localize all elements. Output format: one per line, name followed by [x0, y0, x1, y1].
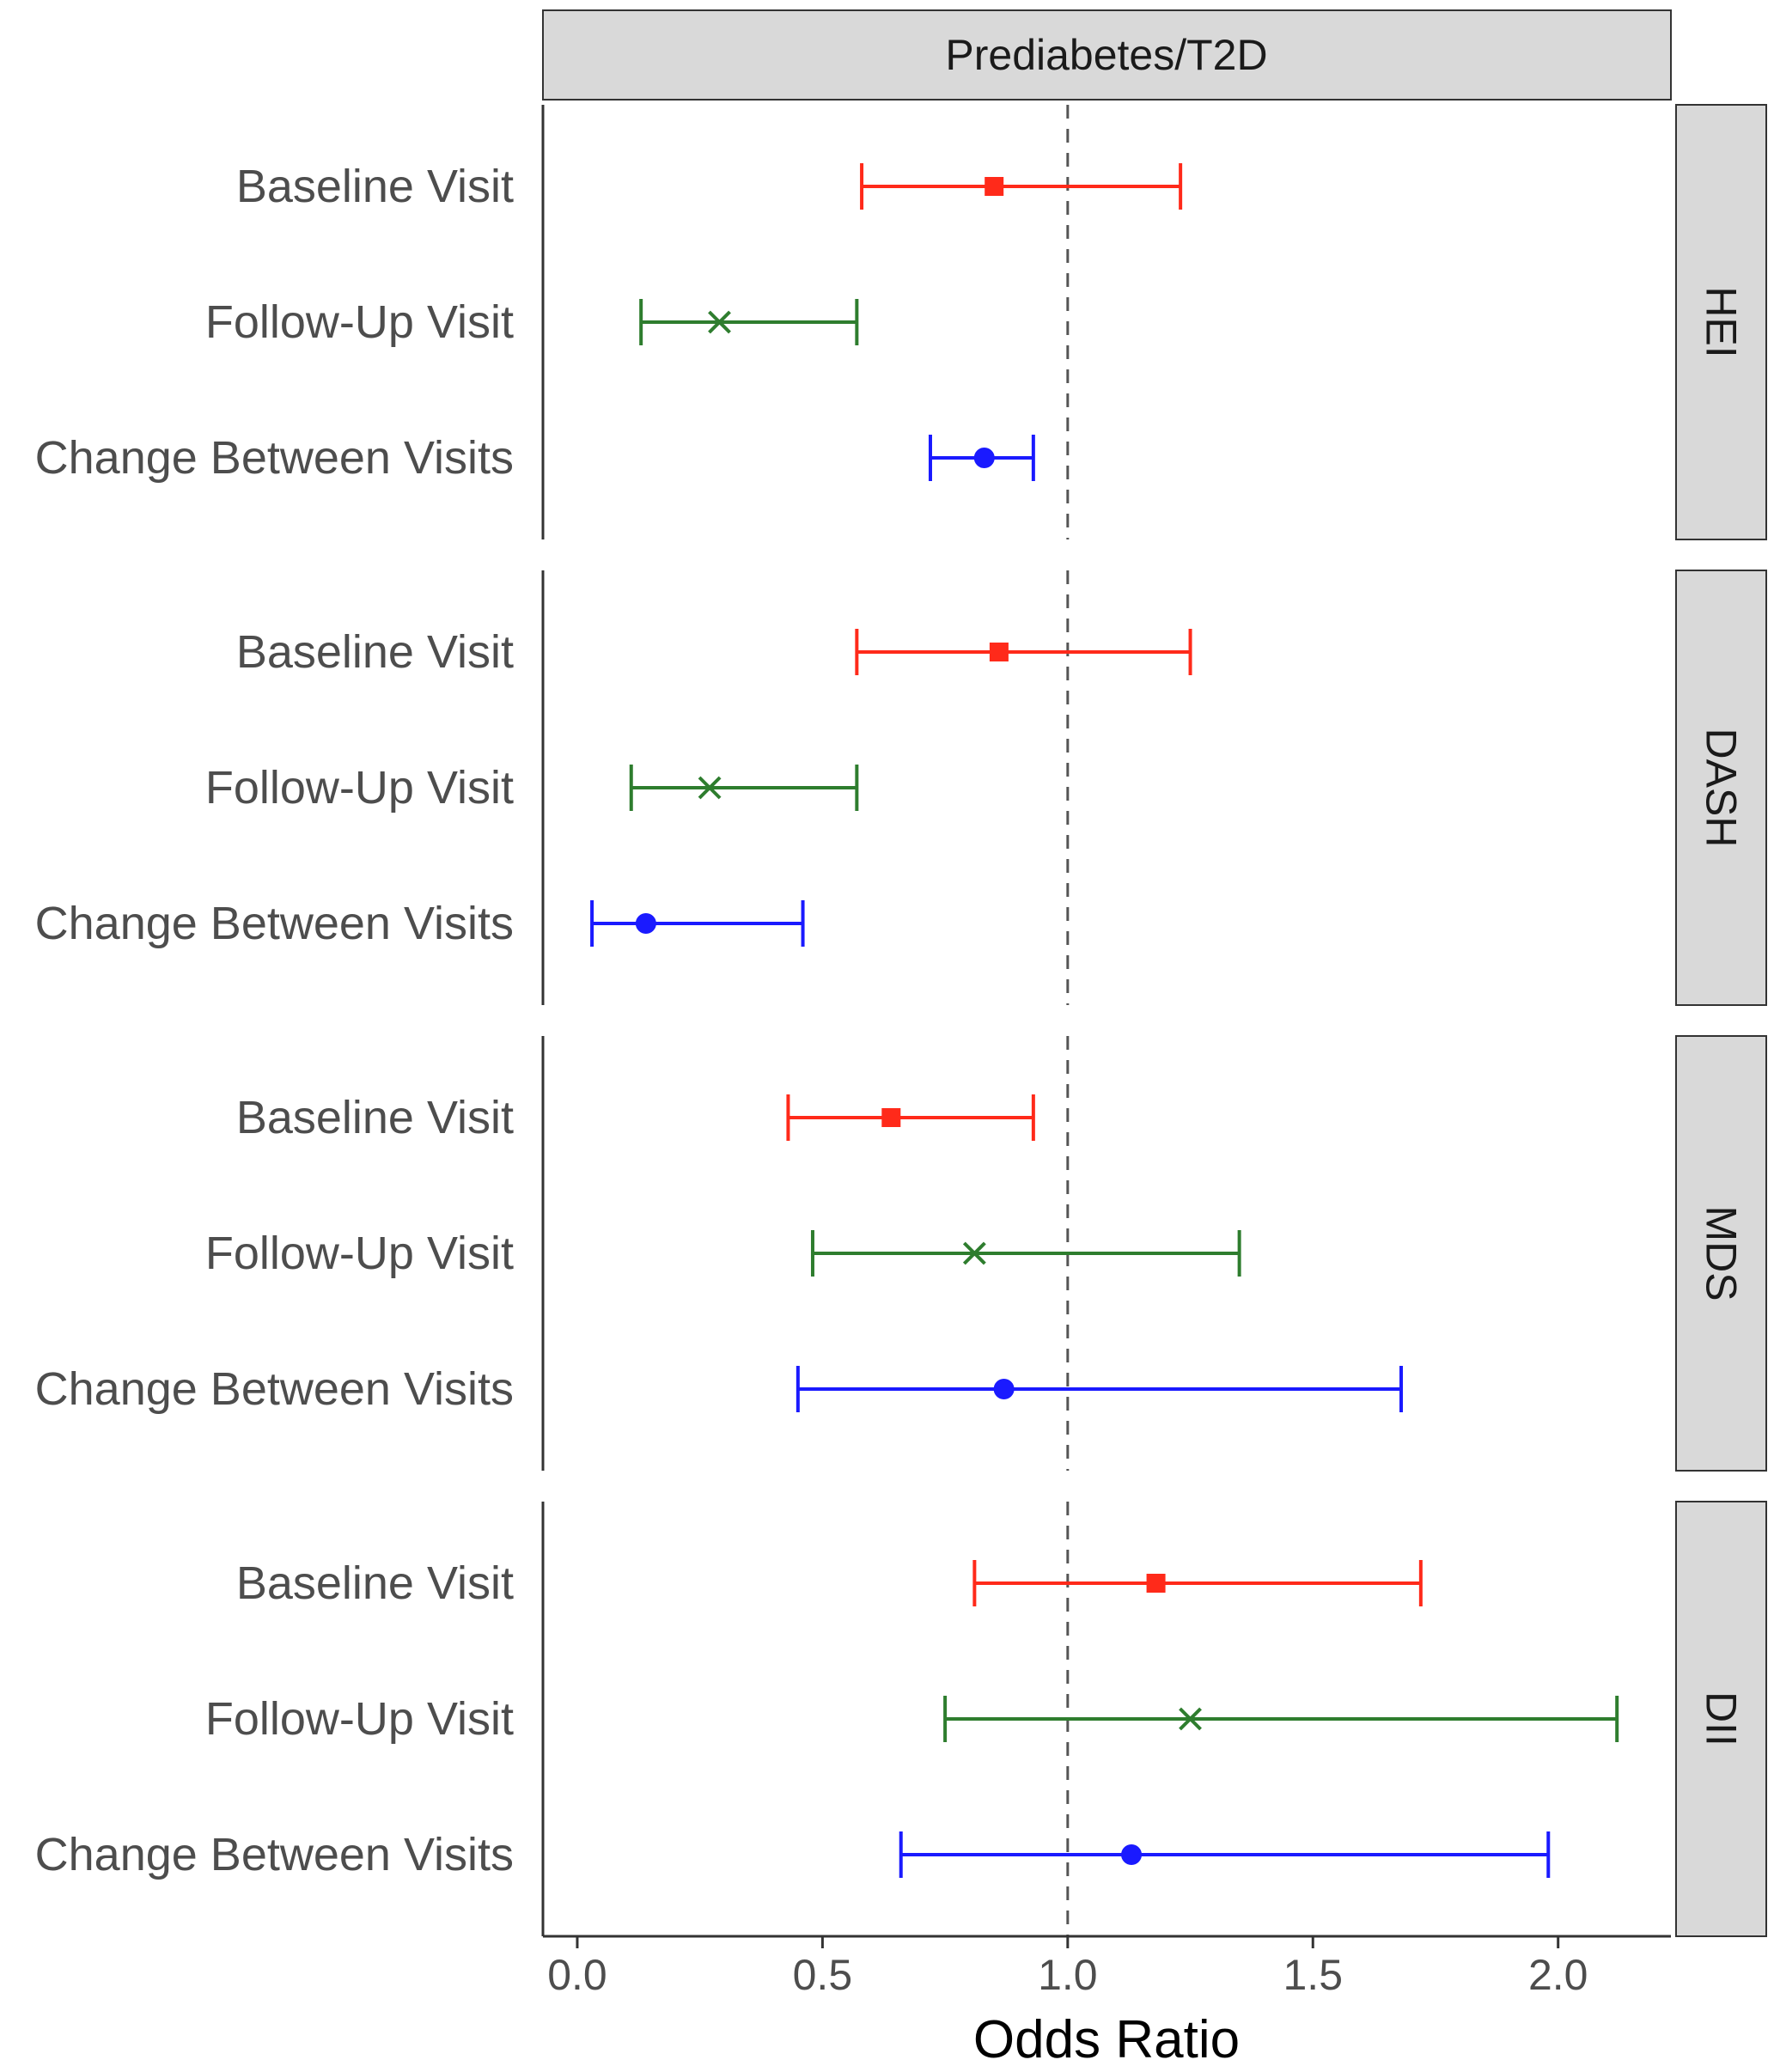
row-follow-up-visit: Follow-Up Visit [205, 296, 859, 348]
point-estimate [973, 448, 995, 468]
row-label: Change Between Visits [35, 1829, 514, 1880]
point-estimate [989, 643, 1009, 661]
x-tick-label: 1.0 [1038, 1951, 1098, 1999]
row-follow-up-visit: Follow-Up Visit [205, 1693, 1619, 1745]
row-label: Change Between Visits [35, 1363, 514, 1415]
panel-strip-label: HEI [1698, 286, 1746, 357]
row-baseline-visit: Baseline Visit [236, 161, 1183, 212]
panel-dash: DASH Baseline Visit Follow-Up Visit Change … [35, 570, 1767, 1006]
row-baseline-visit: Baseline Visit [236, 1557, 1423, 1609]
panel-strip [1675, 104, 1767, 540]
panel-mds: MDS Baseline Visit Follow-Up Visit Change B… [35, 1035, 1767, 1472]
row-label: Follow-Up Visit [205, 762, 514, 814]
row-label: Baseline Visit [236, 1557, 514, 1609]
row-label: Follow-Up Visit [205, 1228, 514, 1279]
top-strip-background [542, 9, 1672, 101]
row-label: Follow-Up Visit [205, 296, 514, 348]
row-label: Baseline Visit [236, 161, 514, 212]
panel-strip-label: DII [1698, 1691, 1746, 1746]
point-estimate [985, 177, 1004, 196]
row-label: Follow-Up Visit [205, 1693, 514, 1745]
top-strip: Prediabetes/T2D [542, 9, 1672, 101]
point-estimate [1146, 1574, 1166, 1593]
row-change-between-visits: Change Between Visits [35, 1829, 1551, 1880]
point-estimate [635, 913, 656, 934]
x-tick-label: 0.5 [793, 1951, 853, 1999]
x-tick-label: 1.5 [1283, 1951, 1344, 1999]
row-follow-up-visit: Follow-Up Visit [205, 762, 859, 814]
panel-strip [1675, 570, 1767, 1006]
point-estimate [1121, 1844, 1143, 1865]
panel-strip-label: MDS [1698, 1205, 1746, 1301]
row-baseline-visit: Baseline Visit [236, 626, 1192, 678]
x-tick-label: 2.0 [1528, 1951, 1588, 1999]
row-change-between-visits: Change Between Visits [35, 1363, 1404, 1415]
x-tick-label: 0.0 [547, 1951, 607, 1999]
panel-strip-label: DASH [1698, 728, 1746, 848]
row-label: Change Between Visits [35, 898, 514, 949]
point-estimate [708, 310, 731, 334]
row-change-between-visits: Change Between Visits [35, 898, 805, 949]
top-strip-label: Prediabetes/T2D [945, 31, 1267, 79]
row-change-between-visits: Change Between Visits [35, 432, 1035, 484]
panel-strip [1675, 1501, 1767, 1937]
row-label: Change Between Visits [35, 432, 514, 484]
x-axis: 0.0 0.5 1.0 1.5 2.0 [543, 1935, 1671, 1999]
x-axis-title: Odds Ratio [973, 2010, 1240, 2069]
panel-strip [1675, 1035, 1767, 1472]
row-follow-up-visit: Follow-Up Visit [205, 1228, 1241, 1279]
panel-dii: DII Baseline Visit Follow-Up Visit Change B… [35, 1501, 1767, 1937]
point-estimate [993, 1379, 1015, 1399]
row-label: Baseline Visit [236, 626, 514, 678]
point-estimate [962, 1241, 986, 1265]
panel-hei: HEI Baseline Visit Follow-Up Visit Change B… [35, 104, 1767, 540]
point-estimate [881, 1108, 901, 1127]
point-estimate [698, 776, 722, 800]
panels: HEI Baseline Visit Follow-Up Visit Change B… [35, 104, 1767, 1937]
row-baseline-visit: Baseline Visit [236, 1092, 1035, 1143]
row-label: Baseline Visit [236, 1092, 514, 1143]
point-estimate [1179, 1707, 1202, 1731]
